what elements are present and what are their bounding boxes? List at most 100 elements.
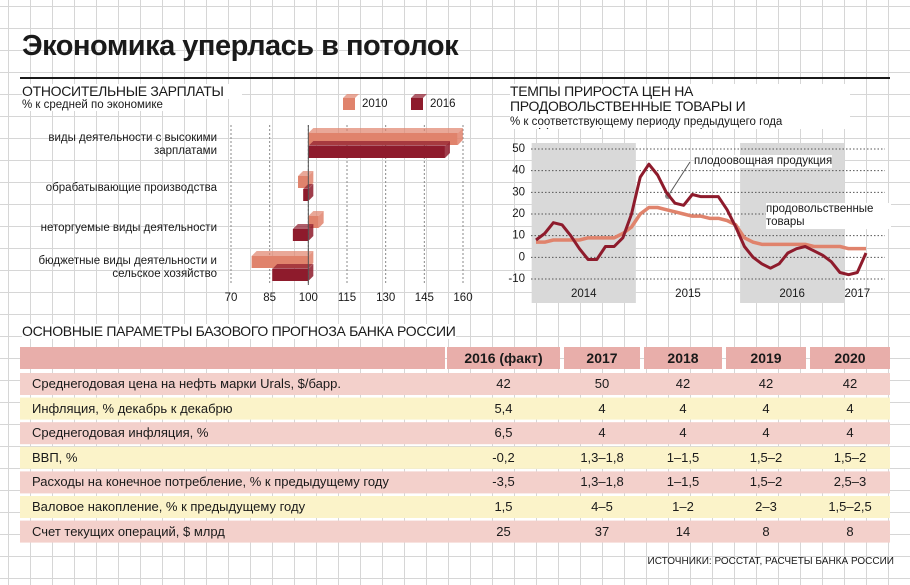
- table-row: [20, 496, 890, 518]
- table-cell: 1–2: [672, 499, 694, 514]
- source: ИСТОЧНИКИ: РОССТАТ, РАСЧЕТЫ БАНКА РОССИИ: [647, 556, 894, 567]
- category-label: обрабатывающие производства: [45, 181, 217, 194]
- table-row: [20, 422, 890, 445]
- table-row: [20, 471, 890, 494]
- table-cell: 1,3–1,8: [580, 449, 624, 465]
- x-group-label: 2016: [779, 288, 805, 300]
- table-cell: 1,5: [494, 499, 513, 514]
- row-label: Счет текущих операций, $ млрд: [32, 523, 225, 539]
- bar-top: [308, 128, 463, 133]
- x-tick-label: 130: [376, 292, 395, 304]
- y-tick-label: 0: [519, 251, 525, 263]
- table-cell: 8: [762, 523, 770, 539]
- category-label: неторгуемые виды деятельности: [40, 221, 217, 234]
- bar-side: [308, 264, 314, 281]
- table-row: [20, 397, 890, 420]
- line: [536, 205, 866, 251]
- bar-side: [457, 128, 463, 145]
- row-label: ВВП, %: [32, 449, 78, 465]
- table-cell: -0,2: [492, 449, 515, 465]
- category-label: виды деятельности с высокими зарплатами: [48, 132, 217, 157]
- table-cell: 14: [675, 523, 691, 539]
- table-cell: 4: [846, 425, 854, 441]
- chart-subtitle: % к средней по экономике: [22, 99, 163, 111]
- header-cell-text: 2017: [586, 350, 618, 366]
- table-cell: 50: [594, 376, 610, 391]
- annotation: плодоовощная продукция: [694, 155, 833, 168]
- bar-side: [308, 224, 314, 241]
- bar-top: [308, 141, 450, 146]
- year-shade: [531, 143, 636, 303]
- table-cell: 1,5–2: [749, 474, 783, 490]
- header-cell-text: 2020: [834, 350, 866, 366]
- legend-swatch: [343, 98, 355, 110]
- table-cell: 2–3: [755, 499, 777, 514]
- table-cell: 1–1,5: [666, 449, 700, 465]
- x-tick-label: 100: [299, 292, 318, 304]
- y-tick-label: 10: [512, 230, 525, 242]
- bar-top: [308, 211, 324, 216]
- chart-subtitle: % к соответствующему периоду предыдущего…: [510, 116, 783, 128]
- table-cell: 4: [679, 425, 687, 441]
- x-tick-label: 85: [263, 292, 276, 304]
- table-row: [20, 520, 890, 543]
- bar-side: [308, 171, 314, 188]
- x-tick-label: 70: [225, 292, 238, 304]
- bar: [308, 146, 445, 158]
- table-cell: 42: [675, 376, 691, 391]
- y-tick-label: 30: [512, 186, 525, 198]
- header-cell-text: 2018: [667, 350, 699, 366]
- y-tick-label: -10: [508, 273, 525, 285]
- header-row: [20, 347, 445, 369]
- category-label: бюджетные виды деятельности и сельское х…: [38, 255, 217, 280]
- table-cell: -3,5: [492, 474, 515, 490]
- table-cell: 37: [594, 523, 610, 539]
- table-row: [20, 373, 890, 395]
- x-tick-label: 145: [415, 292, 434, 304]
- x-group-label: 2017: [845, 288, 871, 300]
- bar-top: [298, 171, 314, 176]
- bar: [308, 216, 319, 228]
- table-title: ОСНОВНЫЕ ПАРАМЕТРЫ БАЗОВОГО ПРОГНОЗА БАН…: [22, 323, 456, 339]
- table-cell: 1,3–1,8: [580, 474, 624, 490]
- table-cell: 4: [598, 425, 606, 441]
- bar-side: [318, 211, 324, 228]
- row-label: Валовое накопление, % к предыдущему году: [32, 499, 306, 514]
- leader-line: [667, 161, 691, 197]
- table-cell: 4: [762, 400, 770, 416]
- table-cell: 42: [758, 376, 774, 391]
- x-group-label: 2014: [571, 288, 597, 300]
- table-cell: 4: [846, 400, 854, 416]
- header-cell: [447, 347, 560, 369]
- chart-title: ОТНОСИТЕЛЬНЫЕ ЗАРПЛАТЫ: [22, 84, 242, 99]
- row-label: Среднегодовая цена на нефть марки Urals,…: [32, 376, 341, 391]
- header-cell-text: 2019: [750, 350, 782, 366]
- bar: [303, 189, 309, 201]
- bar-side: [308, 184, 314, 201]
- bar-top: [272, 264, 314, 269]
- bar: [298, 176, 309, 188]
- table-cell: 6,5: [494, 425, 513, 441]
- legend-label: 2010: [362, 98, 388, 110]
- table-cell: 42: [496, 376, 511, 391]
- main-title: Экономика уперлась в потолок: [22, 30, 459, 62]
- table-cell: 8: [846, 523, 854, 539]
- header-cell: [810, 347, 890, 369]
- legend-swatch-top: [343, 94, 359, 98]
- table-row: [20, 446, 890, 469]
- row-label: Инфляция, % декабрь к декабрю: [32, 400, 233, 416]
- x-tick-label: 160: [453, 292, 472, 304]
- table-cell: 1,5–2: [833, 449, 867, 465]
- table-cell: 5,4: [494, 400, 513, 416]
- legend-label: 2016: [430, 98, 456, 110]
- table-cell: 1,5–2,5: [828, 499, 872, 514]
- header-cell: [726, 347, 806, 369]
- header-cell: [564, 347, 640, 369]
- header-cell: [644, 347, 722, 369]
- y-tick-label: 20: [512, 208, 525, 220]
- legend-swatch-top: [411, 94, 427, 98]
- table-cell: 2,5–3: [833, 474, 867, 490]
- bar-side: [308, 251, 314, 268]
- table-cell: 4: [679, 400, 687, 416]
